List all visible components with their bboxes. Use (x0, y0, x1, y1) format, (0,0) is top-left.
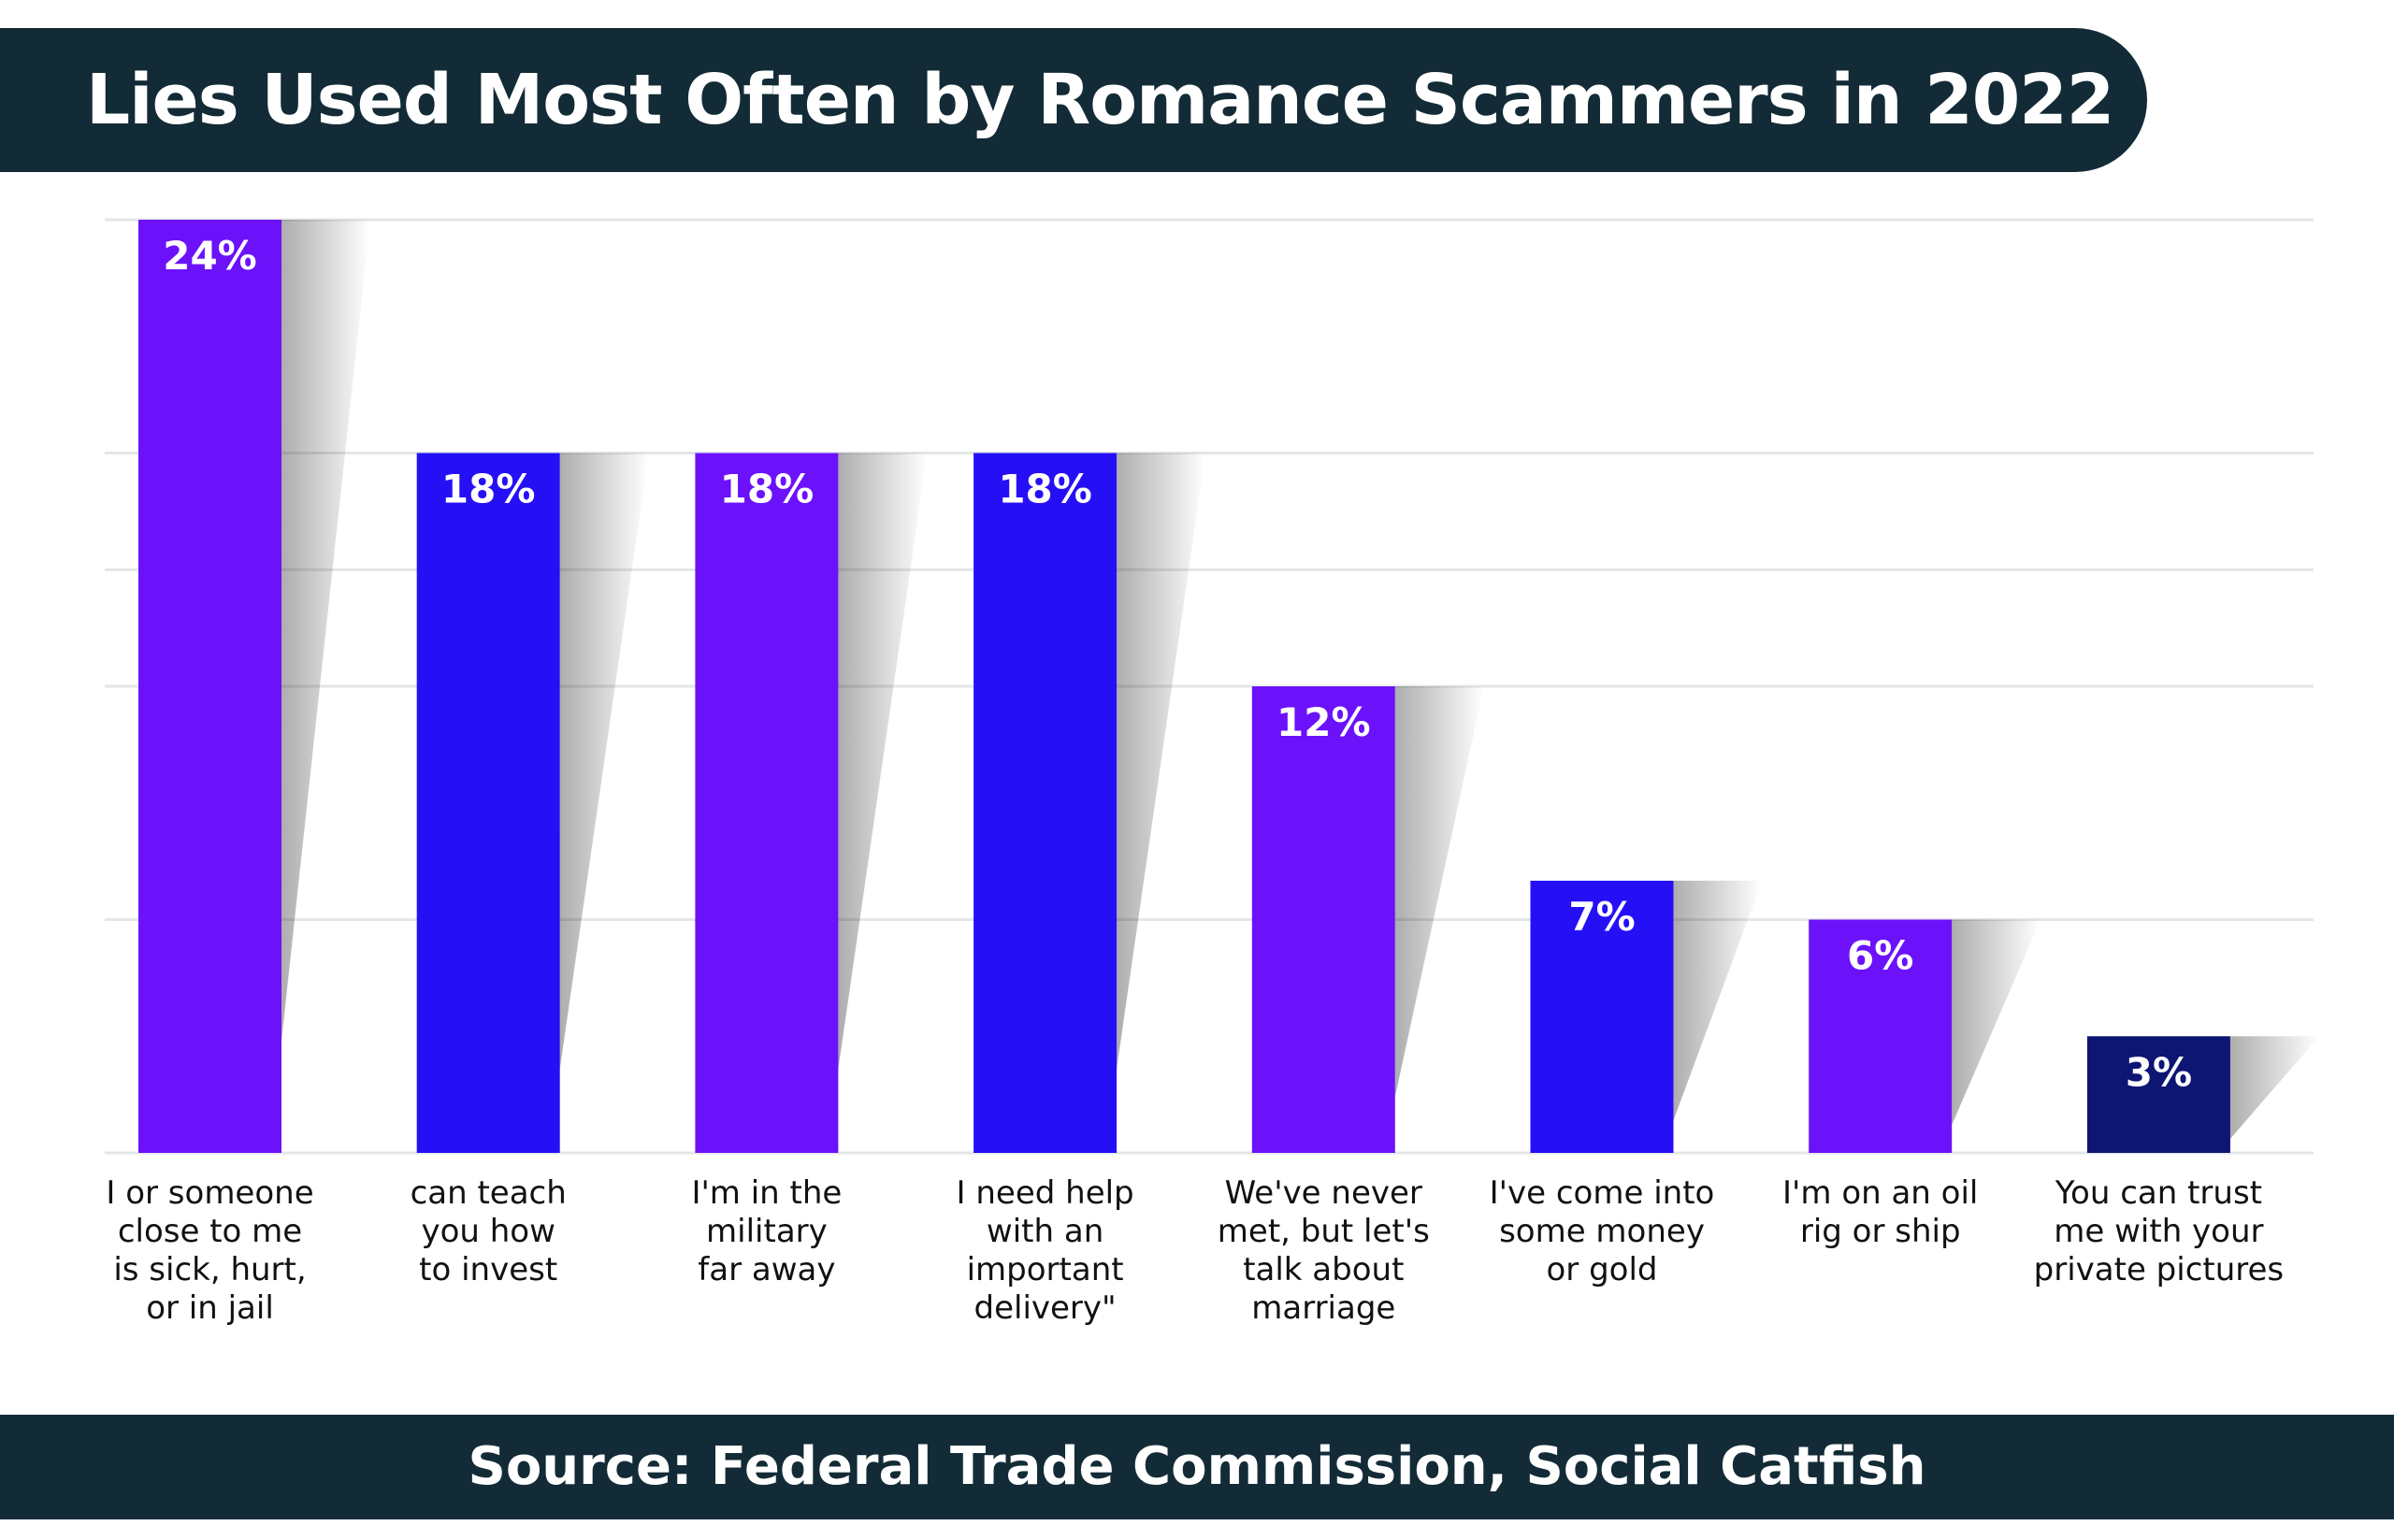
chart-title: Lies Used Most Often by Romance Scammers… (86, 60, 2114, 140)
data-label: 18% (720, 467, 815, 512)
category-label: me with your (2054, 1213, 2263, 1250)
data-label: 6% (1847, 933, 1913, 979)
bar-shadow (559, 453, 649, 1070)
bar-shadow (1394, 686, 1484, 1098)
bar (1251, 686, 1395, 1153)
bar-shadow (281, 220, 370, 1042)
category-label: delivery" (974, 1289, 1117, 1327)
category-label: or gold (1547, 1251, 1658, 1288)
category-label: talk about (1243, 1251, 1404, 1288)
bar-shadow (1673, 880, 1763, 1121)
category-label: met, but let's (1218, 1213, 1430, 1250)
bar-shadow (1117, 453, 1206, 1070)
bar (1530, 880, 1674, 1153)
category-label: I or someone (106, 1174, 313, 1212)
bar-chart: 24% 18% 18% 18% 12% 7% 6% 3% I or someoneclose … (105, 218, 2319, 1327)
bar-shadow (1952, 919, 2041, 1126)
bar (973, 453, 1118, 1153)
category-label: close to me (118, 1213, 302, 1250)
bar-shadow (838, 453, 928, 1070)
source-banner: Source: Federal Trade Commission, Social… (0, 1415, 2394, 1519)
category-label: far away (698, 1251, 835, 1288)
data-label: 18% (441, 467, 536, 512)
category-label: military (706, 1213, 828, 1250)
category-label: can teach (411, 1174, 567, 1212)
bar (695, 453, 839, 1153)
data-label: 3% (2126, 1049, 2192, 1095)
category-label: I'm in the (691, 1174, 842, 1212)
bar (138, 220, 281, 1153)
category-label: marriage (1251, 1289, 1395, 1327)
category-label: private pictures (2034, 1251, 2284, 1288)
data-label: 7% (1568, 894, 1635, 940)
category-label: rig or ship (1800, 1213, 1961, 1250)
category-label: We've never (1225, 1174, 1422, 1212)
category-label: some money (1499, 1213, 1705, 1250)
bar (1809, 919, 1953, 1153)
category-label: to invest (419, 1251, 557, 1288)
value-labels: 24% 18% 18% 18% 12% 7% 6% 3% (163, 233, 2192, 1095)
category-label: I've come into (1490, 1174, 1715, 1212)
category-label: I'm on an oil (1782, 1174, 1978, 1212)
bar (416, 453, 560, 1153)
category-label: I need help (957, 1174, 1134, 1212)
category-label: with an (987, 1213, 1103, 1250)
category-label: you how (421, 1213, 555, 1250)
data-label: 18% (998, 467, 1092, 512)
category-label: You can trust (2055, 1174, 2262, 1212)
bar-shadow (2229, 1036, 2319, 1140)
data-label: 12% (1276, 699, 1371, 745)
bars (138, 220, 2230, 1153)
category-label: is sick, hurt, (113, 1251, 306, 1288)
bar (2086, 1036, 2230, 1153)
category-label: or in jail (146, 1289, 274, 1327)
source-caption: Source: Federal Trade Commission, Social… (468, 1436, 1926, 1497)
title-banner: Lies Used Most Often by Romance Scammers… (0, 28, 2147, 172)
bar-shadows (281, 220, 2319, 1140)
category-label: important (967, 1251, 1124, 1288)
data-label: 24% (163, 233, 257, 279)
